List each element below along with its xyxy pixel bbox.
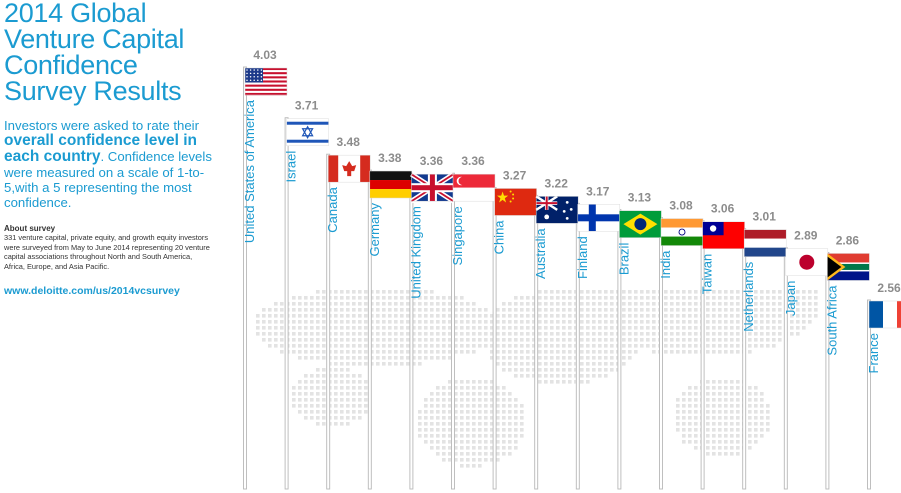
country-label: France [866,333,881,373]
value-label: 3.27 [503,168,527,182]
singapore-flag [452,173,496,202]
value-label: 3.71 [295,99,319,113]
title-line: Confidence [4,50,138,80]
description-text: Investors were asked to rate their [4,118,199,133]
country-label: Brazil [616,243,631,276]
canada-flag [327,154,371,183]
value-label: 2.56 [877,281,901,295]
flagpole [326,153,331,490]
country-label: Taiwan [700,254,715,294]
country-label: Netherlands [741,261,756,332]
india-flag [660,218,704,246]
value-label: 3.22 [545,176,569,190]
value-label: 3.01 [753,210,777,224]
survey-link[interactable]: www.deloitte.com/us/2014vcsurvey [4,285,180,298]
country-label: India [658,250,673,279]
taiwan-flag [702,221,745,249]
south-africa-flag [827,253,870,281]
value-label: 2.86 [836,233,860,247]
country-label: United Kingdom [408,206,423,299]
value-label: 3.08 [669,199,693,213]
country-label: United States of America [242,99,257,243]
flags [244,67,901,329]
value-labels: 4.03 3.71 3.48 3.38 3.36 3.36 3.27 3.22 3.17 3.13… [253,48,901,295]
value-label: 3.36 [420,154,444,168]
country-label: Canada [325,186,340,232]
australia-flag [535,195,579,224]
about-text: 331 venture capital, private equity, and… [4,233,210,271]
israel-flag [286,118,329,146]
flagpole [284,117,289,490]
country-label: China [492,220,507,255]
about-heading: About survey [4,224,56,233]
flagpole [243,66,247,490]
title-line: Survey Results [4,76,182,106]
flagpole [867,299,871,490]
value-label: 3.06 [711,202,735,216]
survey-description: Investors were asked to rate their overa… [4,118,214,210]
value-label: 3.13 [628,191,652,205]
country-label: Japan [783,281,798,316]
country-labels: United States of America Israel Canada Germ… [242,99,881,373]
country-label: Finland [575,236,590,279]
value-label: 3.36 [461,154,485,168]
description-text-end: . Confidence levels were measured on a s… [4,149,212,210]
country-label: Singapore [450,206,465,265]
japan-flag [785,248,829,276]
country-label: South Africa [824,285,839,356]
description-highlight: overall confidence level in each country [4,132,197,165]
country-label: Australia [533,228,548,279]
title-line: 2014 Global [4,0,147,28]
brazil-flag [619,210,662,238]
value-label: 4.03 [253,48,277,62]
country-label: Germany [367,203,382,257]
flagpole [451,172,455,490]
germany-flag [369,170,413,199]
value-label: 3.48 [337,135,361,149]
country-label: Israel [284,151,299,183]
title-line: Venture Capital [4,24,185,54]
netherlands-flag [743,229,787,257]
left-panel: 2014 Global Venture Capital Confidence S… [4,0,214,297]
value-label: 3.17 [586,184,610,198]
page-title: 2014 Global Venture Capital Confidence S… [4,0,214,106]
usa-flag [244,67,288,96]
value-label: 2.89 [794,229,818,243]
finland-flag [577,204,621,232]
china-flag [494,188,537,216]
flagpoles [243,66,871,490]
france-flag [868,300,901,329]
value-label: 3.38 [378,151,402,165]
world-map-dots [256,290,818,468]
uk-flag [410,172,455,204]
